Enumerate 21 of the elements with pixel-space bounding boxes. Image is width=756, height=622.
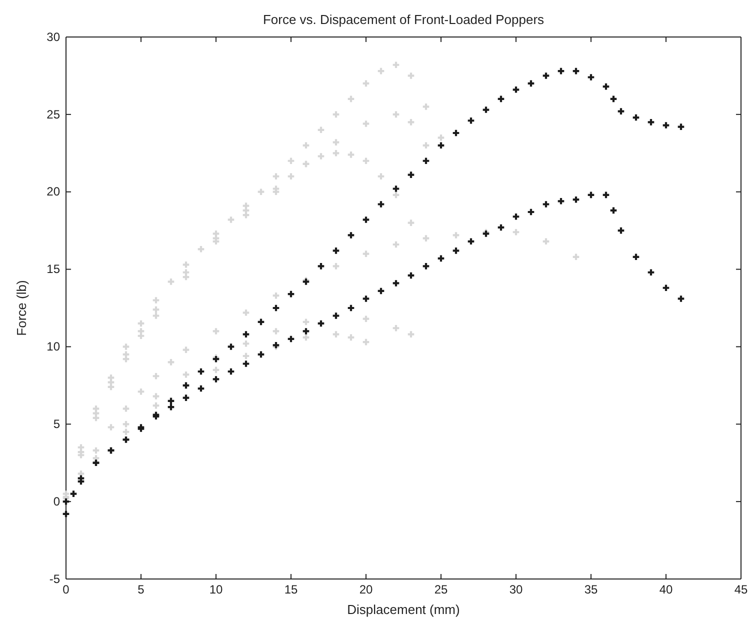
x-tick-label: 45 (734, 582, 748, 597)
y-axis-title: Force (lb) (14, 280, 29, 336)
x-tick-label: 10 (209, 582, 223, 597)
y-tick-label: 30 (46, 30, 60, 44)
x-tick-label: 20 (359, 582, 373, 597)
x-tick-label: 40 (659, 582, 673, 597)
y-tick-label: 20 (46, 184, 60, 199)
x-axis-title: Displacement (mm) (347, 602, 460, 617)
x-tick-label: 15 (284, 582, 298, 597)
x-tick-label: 35 (584, 582, 598, 597)
x-tick-label: 0 (62, 582, 70, 597)
x-tick-label: 25 (434, 582, 448, 597)
y-tick-label: -5 (49, 572, 60, 586)
x-tick-label: 5 (138, 582, 145, 597)
x-tick-label: 30 (509, 582, 523, 597)
y-tick-label: 25 (46, 107, 60, 122)
y-tick-label: 10 (46, 340, 60, 354)
y-tick-label: 0 (53, 494, 60, 508)
y-tick-label: 15 (46, 262, 60, 276)
chart-title: Force vs. Dispacement of Front-Loaded Poppers (262, 12, 545, 27)
y-tick-label: 5 (53, 416, 60, 431)
